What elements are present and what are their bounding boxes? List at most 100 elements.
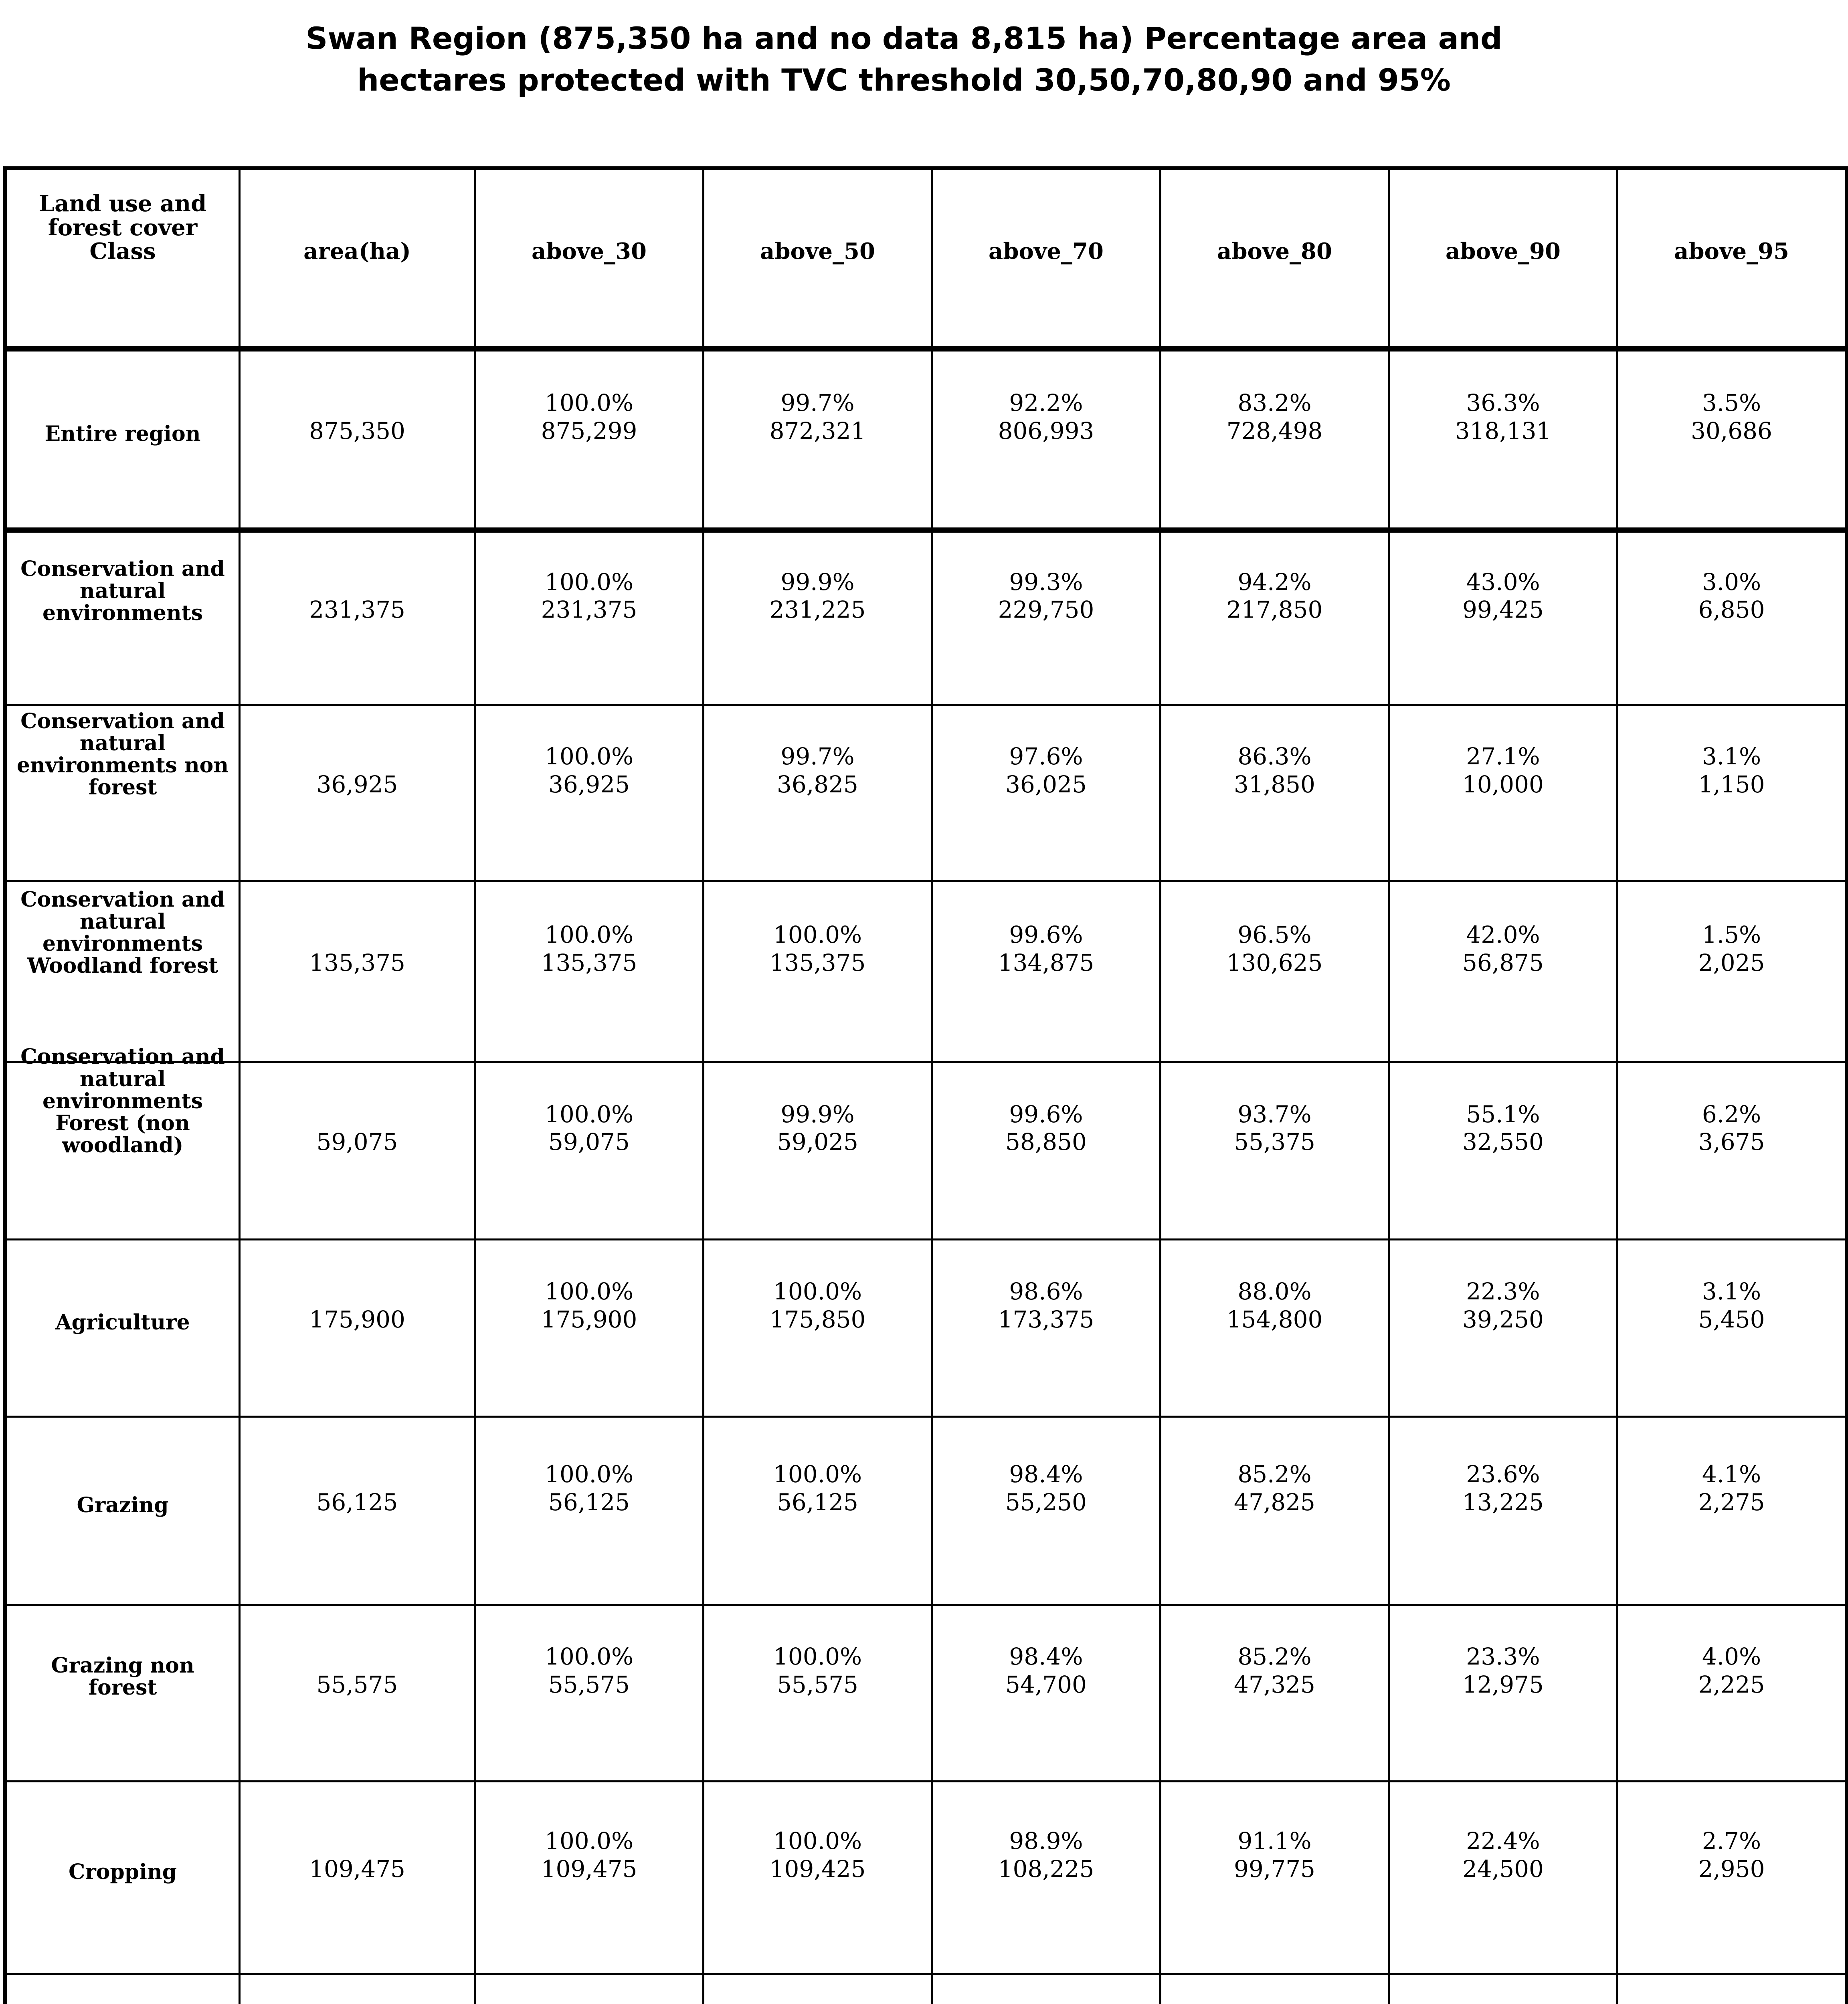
pct-ha-value: 99.6% 58,850 <box>1005 1100 1087 1156</box>
data-cell: 27.1% 10,000 <box>1388 704 1618 882</box>
data-cell: 14.9% 1,500 <box>1388 1973 1618 2004</box>
pct-ha-value: 99.7% 872,321 <box>769 389 866 444</box>
data-cell: 23.6% 13,225 <box>1388 1416 1618 1606</box>
table-row-conservation: Conservation and natural environments 23… <box>3 529 1848 706</box>
row-label: Cropping <box>68 1860 177 1885</box>
data-cell: 98.4% 55,250 <box>931 1416 1161 1606</box>
pct-ha-value: 98.6% 173,375 <box>998 1278 1094 1333</box>
pct-ha-value: 22.3% 39,250 <box>1462 1278 1544 1333</box>
data-cell: 96.5% 130,625 <box>1159 880 1390 1063</box>
data-cell: 100.0% 10,075 <box>702 1973 933 2004</box>
pct-ha-value: 100.0% 55,575 <box>773 1643 862 1698</box>
row-label-cell: Conservation and natural environments no… <box>3 704 241 882</box>
pct-ha-value: 23.6% 13,225 <box>1462 1461 1544 1516</box>
pct-ha-value: 2.7% 2,950 <box>1698 1827 1765 1883</box>
data-cell: 98.4% 54,700 <box>931 1604 1161 1782</box>
area-cell: 175,900 <box>239 1238 476 1418</box>
data-cell: 100.0% 56,125 <box>702 1416 933 1606</box>
data-cell: 100.0% 175,900 <box>474 1238 704 1418</box>
data-cell: 94.2% 217,850 <box>1159 529 1390 706</box>
data-cell: 1.5% 2,025 <box>1616 880 1848 1063</box>
pct-ha-value: 22.4% 24,500 <box>1462 1827 1544 1883</box>
pct-ha-value: 98.9% 108,225 <box>998 1827 1094 1883</box>
data-cell: 97.6% 36,025 <box>931 704 1161 882</box>
data-cell: 100.0% 135,375 <box>702 880 933 1063</box>
table-row-grazing: Grazing 56,125 100.0% 56,125 100.0% 56,1… <box>3 1416 1848 1606</box>
row-label-cell: Cropping <box>3 1780 241 1975</box>
data-cell: 100.0% 109,475 <box>474 1780 704 1975</box>
area-value: 36,925 <box>316 770 398 798</box>
data-cell: 99.3% 229,750 <box>931 529 1161 706</box>
pct-ha-value: 100.0% 135,375 <box>541 921 637 976</box>
area-cell: 55,575 <box>239 1604 476 1782</box>
data-cell: 3.1% 5,450 <box>1616 1238 1848 1418</box>
data-cell: 36.3% 318,131 <box>1388 347 1618 533</box>
header-area-label: area(ha) <box>303 238 411 265</box>
pct-ha-value: 27.1% 10,000 <box>1462 743 1544 798</box>
table-row-grazing-non-forest: Grazing non forest 55,575 100.0% 55,575 … <box>3 1604 1848 1782</box>
area-cell: 36,925 <box>239 704 476 882</box>
table-row-conservation-woodland: Conservation and natural environments Wo… <box>3 880 1848 1063</box>
pct-ha-value: 42.0% 56,875 <box>1462 921 1544 976</box>
data-cell: 85.2% 47,825 <box>1159 1416 1390 1606</box>
data-cell: 22.3% 39,250 <box>1388 1238 1618 1418</box>
pct-ha-value: 6.2% 3,675 <box>1698 1100 1765 1156</box>
area-cell: 10,075 <box>239 1973 476 2004</box>
header-class: Land use and forest cover Class <box>3 167 241 352</box>
pct-ha-value: 36.3% 318,131 <box>1455 389 1551 444</box>
pct-ha-value: 94.2% 217,850 <box>1226 568 1323 624</box>
pct-ha-value: 100.0% 55,575 <box>544 1643 634 1698</box>
pct-ha-value: 100.0% 36,925 <box>544 743 634 798</box>
data-cell: 100.0% 109,425 <box>702 1780 933 1975</box>
pct-ha-value: 3.0% 6,850 <box>1698 568 1765 624</box>
pct-ha-value: 85.2% 47,825 <box>1234 1461 1315 1516</box>
data-cell: 99.7% 36,825 <box>702 704 933 882</box>
pct-ha-value: 97.6% 36,025 <box>1005 743 1087 798</box>
pct-ha-value: 4.1% 2,275 <box>1698 1461 1765 1516</box>
row-label: Conservation and natural environments no… <box>16 709 229 800</box>
data-cell: 99.9% 231,225 <box>702 529 933 706</box>
data-cell: 99.6% 134,875 <box>931 880 1161 1063</box>
pct-ha-value: 93.7% 55,375 <box>1234 1100 1315 1156</box>
area-value: 231,375 <box>309 596 405 624</box>
row-label: Agriculture <box>55 1310 190 1335</box>
row-label: Conservation and natural environments Wo… <box>20 887 225 978</box>
data-cell: 55.1% 32,550 <box>1388 1061 1618 1240</box>
data-cell: 100.0% 875,299 <box>474 347 704 533</box>
area-value: 56,125 <box>316 1488 398 1516</box>
pct-ha-value: 91.1% 99,775 <box>1234 1827 1315 1883</box>
data-cell: 100.0% 59,075 <box>474 1061 704 1240</box>
pct-ha-value: 86.3% 31,850 <box>1234 743 1315 798</box>
data-cell: 100.0% 10,075 <box>474 1973 704 2004</box>
row-label-cell: Grazing <box>3 1416 241 1606</box>
data-cell: 86.3% 31,850 <box>1159 704 1390 882</box>
pct-ha-value: 83.2% 728,498 <box>1226 389 1323 444</box>
data-cell: 100.0% 36,925 <box>474 704 704 882</box>
table-row-conservation-forest: Conservation and natural environments Fo… <box>3 1046 1848 1240</box>
data-cell: 91.1% 99,775 <box>1159 1780 1390 1975</box>
pct-ha-value: 3.1% 1,150 <box>1698 743 1765 798</box>
area-value: 59,075 <box>316 1128 398 1156</box>
data-cell: 99.7% 872,321 <box>702 347 933 533</box>
figure-title: Swan Region (875,350 ha and no data 8,81… <box>305 20 1502 98</box>
data-cell: 85.2% 47,325 <box>1159 1604 1390 1782</box>
header-above-50-label: above_50 <box>760 238 875 265</box>
pct-ha-value: 96.5% 130,625 <box>1226 921 1323 976</box>
area-value: 175,900 <box>309 1305 405 1333</box>
data-cell: 2.7% 2,950 <box>1616 1780 1848 1975</box>
data-cell: 23.3% 12,975 <box>1388 1604 1618 1782</box>
data-cell: 100.0% 231,375 <box>474 529 704 706</box>
pct-ha-value: 43.0% 99,425 <box>1462 568 1544 624</box>
pct-ha-value: 100.0% 56,125 <box>773 1461 862 1516</box>
header-above-30: above_30 <box>474 167 704 352</box>
data-cell: 96.0% 9,675 <box>931 1973 1161 2004</box>
pct-ha-value: 100.0% 59,075 <box>544 1100 634 1156</box>
row-label: Grazing non forest <box>51 1653 194 1700</box>
header-above-95: above_95 <box>1616 167 1848 352</box>
data-cell: 3.5% 30,686 <box>1616 347 1848 533</box>
row-label-cell: Entire region <box>3 347 241 533</box>
pct-ha-value: 100.0% 175,900 <box>541 1278 637 1333</box>
row-label-cell: Conservation and natural environments <box>3 529 241 706</box>
pct-ha-value: 99.3% 229,750 <box>998 568 1094 624</box>
pct-ha-value: 100.0% 175,850 <box>769 1278 866 1333</box>
